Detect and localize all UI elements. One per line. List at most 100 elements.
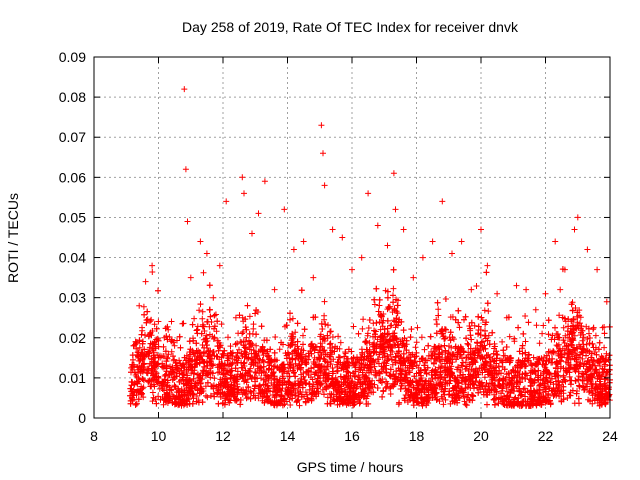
data-point [586,340,593,347]
data-point [214,337,221,344]
data-point [147,329,154,336]
data-point [419,355,425,362]
data-point [601,344,608,351]
data-point [319,386,326,393]
data-point [381,326,388,333]
data-point [234,360,241,366]
data-point [412,344,419,351]
data-point [481,366,488,373]
data-point [601,399,608,406]
data-point [434,299,441,306]
data-point [274,400,281,407]
data-point [279,382,286,389]
data-point [433,389,440,396]
data-point [360,316,367,323]
data-point [520,330,527,337]
data-point [372,333,379,340]
data-point [550,381,557,388]
data-point [516,387,523,394]
data-point [462,401,469,408]
data-point [505,370,512,377]
data-point [463,354,470,361]
data-point [587,335,593,341]
data-point [149,389,156,396]
data-point [373,319,380,326]
data-point [441,391,448,398]
data-point [579,337,586,344]
data-point [264,385,271,392]
data-point [327,394,334,401]
data-point [397,377,404,384]
data-point [210,335,217,342]
data-point [251,354,258,361]
data-point [390,292,396,299]
data-point [258,370,265,376]
data-point [439,395,446,402]
data-point [245,369,252,375]
data-point [587,397,594,404]
data-point [193,393,200,399]
data-point [552,324,558,331]
data-point [472,367,479,374]
data-point [524,372,531,379]
data-point [532,369,539,375]
data-point [238,350,245,357]
data-point [149,269,156,275]
data-point [237,397,244,403]
data-point [136,344,143,351]
data-point [189,321,196,328]
data-point [606,352,613,359]
data-point [138,390,145,397]
data-point [384,380,391,387]
data-point [373,343,380,350]
data-point [479,317,486,324]
data-point [436,343,442,349]
data-point [487,354,493,360]
data-point [568,330,575,337]
data-point [335,333,342,340]
data-point [292,392,299,399]
data-point [422,378,429,385]
data-point [160,364,166,371]
data-point [193,398,200,405]
data-point [282,395,288,402]
data-point [158,363,165,370]
data-point [337,339,344,346]
data-point [453,378,460,385]
data-point [385,355,392,362]
data-point [527,360,534,366]
data-point [279,368,285,375]
data-point [369,341,376,348]
data-point [473,283,480,289]
data-point [465,341,472,348]
data-point [461,398,468,405]
data-point [581,345,587,352]
data-point [160,401,167,408]
data-point [329,334,336,340]
data-point [204,379,211,386]
data-point [318,320,325,327]
data-point [605,386,612,393]
data-point [399,380,405,387]
data-point [522,313,529,319]
data-point [402,343,408,350]
data-point [265,374,272,381]
data-point [242,324,249,331]
data-point [214,318,221,325]
data-point [294,365,301,372]
data-point [327,400,334,407]
data-point [479,338,486,345]
data-point [403,347,410,354]
data-point [286,396,293,403]
data-point [585,366,592,372]
data-point [184,372,191,379]
data-point [525,351,532,358]
data-point [202,383,209,390]
data-point [290,339,297,346]
data-point [317,331,324,338]
data-point [350,402,357,409]
data-point [329,345,336,351]
data-point [384,294,391,301]
data-point [599,388,606,395]
data-point [289,315,296,322]
